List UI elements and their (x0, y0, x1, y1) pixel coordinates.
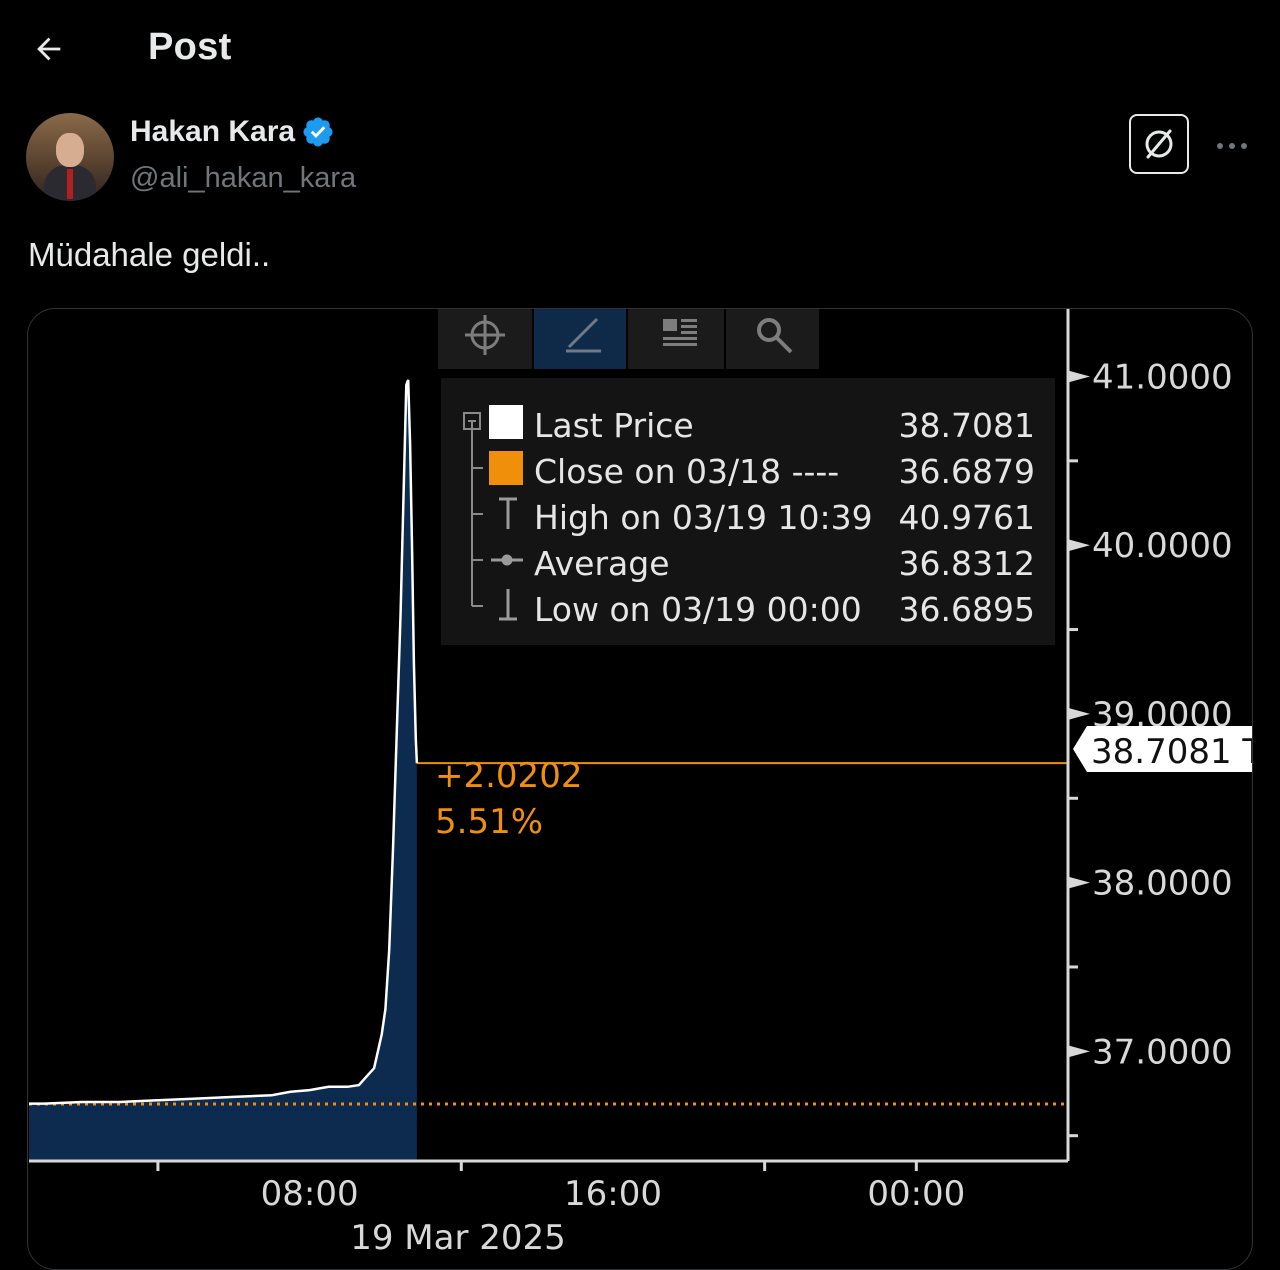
legend-value: 40.9761 (899, 498, 1035, 537)
y-tick-mark (1068, 876, 1090, 889)
page-title: Post (148, 26, 232, 68)
author-name-link[interactable]: Hakan Kara (130, 115, 335, 149)
author-name: Hakan Kara (130, 115, 296, 148)
legend-swatch-average (491, 554, 523, 566)
y-tick-label: 38.0000 (1092, 864, 1233, 904)
legend-label: Close on 03/18 ---- (534, 452, 839, 491)
x-axis-ticks: 08:00 16:00 00:00 (156, 1161, 965, 1214)
change-percent: 5.51% (435, 802, 543, 842)
more-horizontal-icon (1217, 143, 1247, 149)
y-tick-mark (1068, 1045, 1090, 1058)
more-button[interactable] (1210, 126, 1254, 166)
x-tick-label: 08:00 (261, 1174, 359, 1214)
x-axis-date-label: 19 Mar 2025 (350, 1218, 566, 1256)
avatar[interactable] (26, 113, 114, 201)
verified-badge-icon (303, 117, 333, 147)
top-bar: Post (0, 0, 1280, 100)
news-icon[interactable] (663, 319, 697, 346)
last-price-marker: 38.7081 T (1073, 726, 1253, 772)
price-series-line (29, 379, 419, 1105)
x-tick-label: 16:00 (564, 1174, 662, 1214)
y-tick-mark (1068, 539, 1090, 552)
y-tick-label: 37.0000 (1092, 1032, 1233, 1072)
legend-value: 36.6895 (899, 590, 1035, 629)
y-tick-label: 41.0000 (1092, 357, 1233, 397)
y-tick-label: 40.0000 (1092, 526, 1233, 566)
grok-button[interactable] (1129, 114, 1189, 174)
chart-toolbar (438, 309, 819, 369)
legend-label: Last Price (534, 406, 694, 445)
legend-swatch-low (499, 589, 517, 621)
back-button[interactable] (26, 26, 72, 72)
legend-swatch-high (499, 497, 517, 529)
grok-icon (1145, 129, 1173, 159)
legend-label: High on 03/19 10:39 (534, 498, 873, 537)
y-tick-mark (1068, 707, 1090, 720)
legend-value: 36.6879 (899, 452, 1035, 491)
post-media-chart[interactable]: 41.0000 40.0000 39.0000 38.0000 37.0000 08:0… (27, 308, 1253, 1270)
legend-label: Average (534, 544, 670, 583)
x-tick-label: 00:00 (867, 1174, 965, 1214)
crosshair-icon[interactable] (465, 315, 505, 355)
legend-label: Low on 03/19 00:00 (534, 590, 862, 629)
magnifier-icon[interactable] (757, 318, 793, 354)
pencil-icon[interactable] (566, 317, 601, 353)
legend-value: 36.8312 (899, 544, 1035, 583)
author-handle[interactable]: @ali_hakan_kara (130, 162, 357, 194)
last-price-marker-value: 38.7081 T (1091, 732, 1253, 772)
legend-swatch-last-price (489, 405, 523, 439)
arrow-left-icon (37, 37, 61, 61)
post-text: Müdahale geldi.. (28, 236, 271, 273)
price-area-fill (29, 379, 417, 1161)
chart-legend: Last Price 38.7081 Close on 03/18 ---- 36.6… (441, 378, 1055, 645)
legend-swatch-close (489, 451, 523, 485)
y-tick-mark (1068, 370, 1090, 383)
legend-value: 38.7081 (899, 406, 1035, 445)
change-value: +2.0202 (435, 756, 582, 796)
